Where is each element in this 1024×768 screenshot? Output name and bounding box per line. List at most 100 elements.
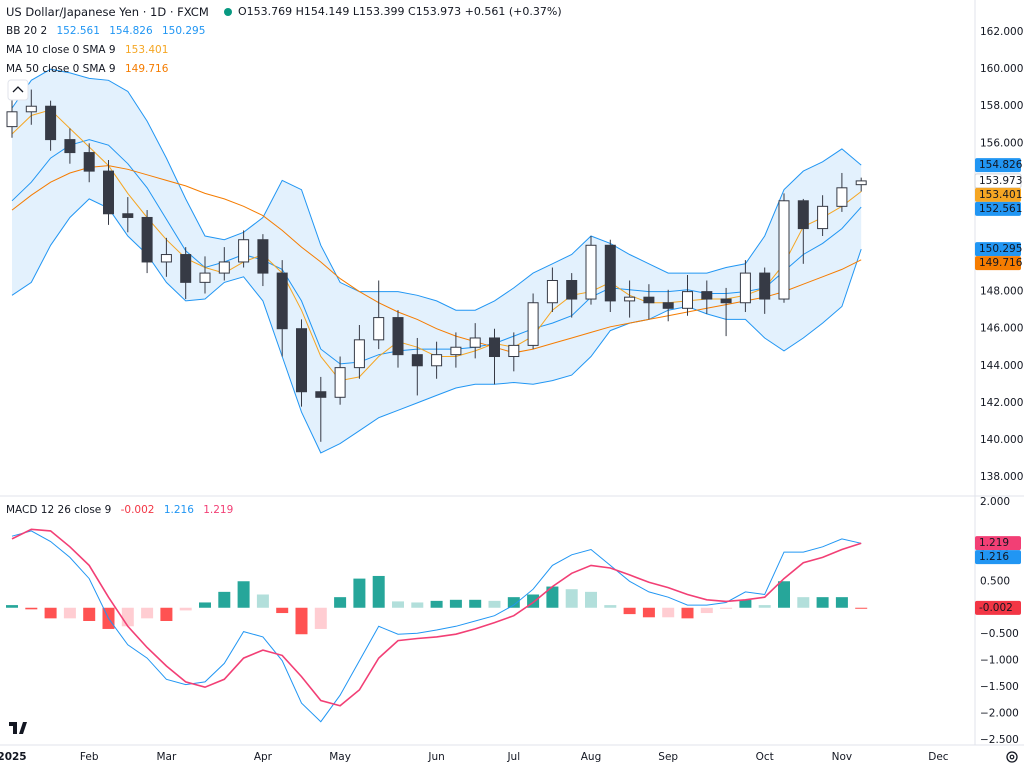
legend-value: 150.295 (162, 25, 206, 37)
price-tags: 154.826 153.973 153.401 152.561 150.295 149.7… (974, 158, 1023, 615)
x-tick-label: Feb (80, 751, 99, 763)
histogram-bar (256, 594, 269, 608)
price-tag-label: 152.561 (979, 203, 1022, 215)
histogram-bar (507, 597, 520, 608)
candle-body (373, 317, 385, 341)
price-tag (975, 550, 1021, 565)
histogram-bar (469, 599, 482, 608)
x-tick-label: Oct (756, 751, 774, 763)
candle-body (25, 105, 37, 113)
legend-label: MA 50 close 0 SMA 9 (6, 63, 116, 75)
price-tag-label: 1.219 (979, 537, 1009, 549)
price-tag (975, 256, 1021, 271)
y-tick-label: 144.000 (980, 360, 1023, 372)
y-tick-label: −0.500 (980, 628, 1019, 640)
candle-body (739, 272, 751, 304)
histogram-bar (6, 605, 18, 608)
candle-body (431, 354, 443, 367)
x-tick-label: Dec (928, 751, 949, 763)
histogram-bar (25, 607, 38, 610)
candle-body (45, 105, 57, 141)
candle-body (6, 111, 18, 128)
candle-body (141, 216, 153, 263)
histogram-bar (835, 597, 848, 608)
histogram-bar (681, 607, 694, 619)
candle-body (527, 302, 539, 346)
axes: 2025 Feb Mar Apr May Jun Jul Aug Sep Oct Nov Dec 162… (0, 26, 1023, 763)
settings-icon[interactable] (1006, 751, 1018, 763)
candle-body (508, 344, 520, 358)
candle-body (334, 367, 346, 398)
histogram-bar (372, 575, 385, 608)
candle-body (296, 328, 307, 393)
price-tag-label: 150.295 (979, 243, 1022, 255)
candle-body (122, 213, 134, 218)
legend-ma50: MA 50 close 0 SMA 9 149.716 (6, 63, 174, 75)
histogram-bar (778, 581, 790, 608)
candle-body (238, 239, 250, 263)
histogram-bar (449, 599, 462, 608)
candle-body (701, 291, 713, 300)
x-tick-label: Jun (427, 751, 444, 763)
candle-body (489, 337, 500, 358)
x-tick-label: Aug (581, 751, 602, 763)
y-tick-label: 138.000 (980, 471, 1023, 483)
candle-body (83, 152, 95, 172)
y-tick-label: −1.500 (980, 681, 1019, 693)
line (11, 198, 862, 454)
y-tick-label: 142.000 (980, 397, 1023, 409)
legend-bb: BB 20 2 152.561 154.826 150.295 (6, 25, 211, 37)
x-tick-label: Apr (254, 751, 273, 763)
y-tick-label: 148.000 (980, 286, 1023, 298)
histogram-bar (237, 581, 250, 608)
histogram-bar (83, 607, 96, 621)
legend-ma10: MA 10 close 0 SMA 9 153.401 (6, 44, 174, 56)
candle-body (817, 205, 829, 230)
histogram-bar (546, 586, 559, 608)
collapse-button[interactable] (7, 79, 29, 101)
legend-label: BB 20 2 (6, 25, 48, 37)
candle-body (566, 280, 578, 300)
candle-body (624, 296, 636, 302)
candle-body (469, 337, 481, 348)
candle-body (353, 339, 365, 369)
candle-body (720, 298, 732, 304)
candle-body (662, 302, 674, 309)
histogram-bar (218, 591, 231, 608)
histogram-bar (604, 605, 617, 608)
legend-value: 1.219 (203, 504, 234, 516)
y-tick-label: 162.000 (980, 26, 1023, 38)
candle-body (199, 272, 211, 283)
legend-value: 1.216 (163, 504, 194, 516)
price-tag (975, 600, 1021, 615)
y-tick-label: 160.000 (980, 63, 1023, 75)
histogram-bar (179, 607, 192, 611)
tradingview-logo (9, 722, 27, 734)
histogram-bar (720, 607, 733, 609)
histogram-bar (797, 597, 810, 608)
histogram-bar (642, 607, 655, 618)
candle-body (276, 272, 288, 330)
histogram-bar (585, 591, 597, 608)
y-tick-label: −2.500 (980, 734, 1019, 746)
legend-macd: MACD 12 26 close 9 -0.002 1.216 1.219 (6, 504, 239, 516)
candle-body (64, 139, 76, 154)
y-tick-label: 0.500 (980, 575, 1010, 587)
macd-pane (6, 528, 868, 723)
candle-body (797, 200, 809, 230)
price-tag (975, 187, 1021, 202)
histogram-bar (488, 600, 501, 608)
legend-value: 149.716 (124, 63, 169, 75)
legend-value: 154.826 (109, 25, 153, 37)
y-tick-label: 140.000 (980, 434, 1023, 446)
candle-body (778, 200, 790, 300)
price-tag-label: 149.716 (979, 257, 1023, 269)
price-tag (975, 201, 1021, 216)
y-tick-label: 146.000 (980, 323, 1023, 335)
price-tag (975, 242, 1021, 257)
histogram-bar (739, 599, 752, 608)
y-tick-label: −2.000 (980, 708, 1019, 720)
candle-body (411, 354, 423, 367)
